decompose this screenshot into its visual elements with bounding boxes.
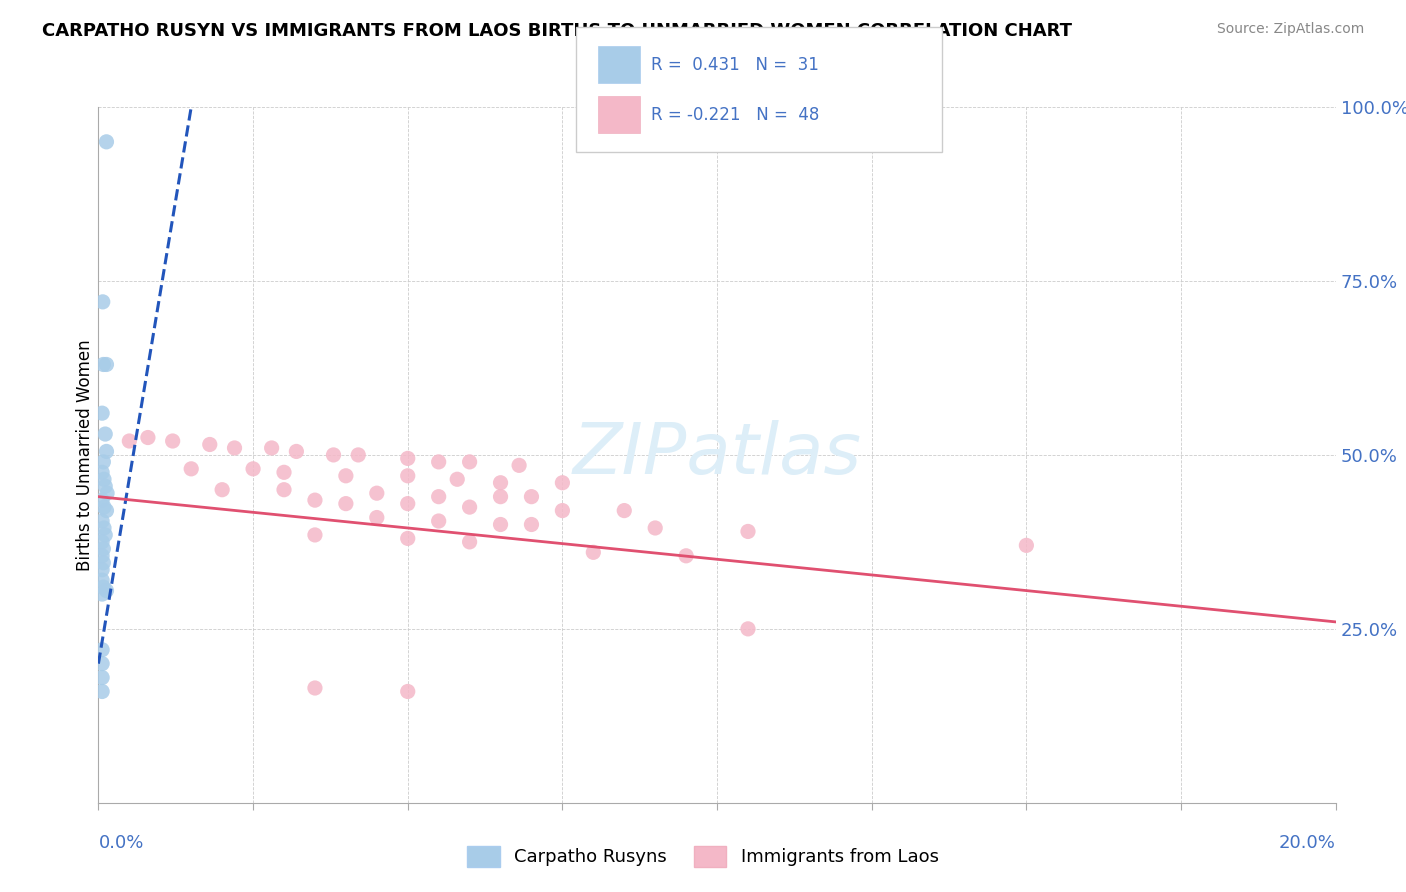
Point [322,448,344,462]
Point [93,541,115,556]
Point [93,500,115,514]
Point [91,642,114,657]
Point [211,483,233,497]
Point [489,475,512,490]
Y-axis label: Births to Unmarried Women: Births to Unmarried Women [76,339,94,571]
Point [427,455,450,469]
Point [91,684,114,698]
Point [489,517,512,532]
Point [91,406,114,420]
Point [520,517,543,532]
Point [224,441,246,455]
Text: Source: ZipAtlas.com: Source: ZipAtlas.com [1216,22,1364,37]
Point [96,486,118,500]
Point [508,458,530,473]
Point [644,521,666,535]
Point [91,573,114,587]
Point [737,622,759,636]
Point [93,556,115,570]
Point [198,437,221,451]
Point [427,490,450,504]
Point [91,657,114,671]
Point [91,549,114,563]
Point [304,493,326,508]
Point [458,534,481,549]
Point [347,448,370,462]
Text: R = -0.221   N =  48: R = -0.221 N = 48 [651,106,820,124]
Point [96,444,118,458]
Point [162,434,184,448]
Point [96,583,118,598]
Point [1015,538,1038,552]
Point [91,534,114,549]
Text: CARPATHO RUSYN VS IMMIGRANTS FROM LAOS BIRTHS TO UNMARRIED WOMEN CORRELATION CHA: CARPATHO RUSYN VS IMMIGRANTS FROM LAOS B… [42,22,1073,40]
Point [675,549,697,563]
Point [180,462,202,476]
Point [613,503,636,517]
Point [366,510,388,524]
Point [96,358,118,372]
Text: 0.0%: 0.0% [98,834,143,852]
Point [582,545,605,559]
Text: R =  0.431   N =  31: R = 0.431 N = 31 [651,56,818,74]
Point [91,587,114,601]
Point [396,468,419,483]
Point [91,466,114,480]
Point [446,472,468,486]
Point [551,475,574,490]
Point [91,294,114,309]
Legend: Carpatho Rusyns, Immigrants from Laos: Carpatho Rusyns, Immigrants from Laos [460,838,946,874]
Point [93,358,115,372]
Point [737,524,759,539]
Point [335,497,357,511]
Point [396,451,419,466]
Point [96,503,118,517]
Point [96,135,118,149]
Point [304,528,326,542]
Point [396,497,419,511]
Text: 20.0%: 20.0% [1279,834,1336,852]
Point [260,441,283,455]
Point [94,479,117,493]
Point [273,466,295,480]
Point [366,486,388,500]
Point [335,468,357,483]
Point [118,434,141,448]
Point [551,503,574,517]
Point [458,455,481,469]
Point [91,563,114,577]
Point [242,462,264,476]
Point [94,427,117,442]
Point [304,681,326,695]
Text: ZIPatlas: ZIPatlas [572,420,862,490]
Point [91,493,114,508]
Point [93,472,115,486]
Point [273,483,295,497]
Point [93,455,115,469]
Point [489,490,512,504]
Point [93,580,115,594]
Point [520,490,543,504]
Point [91,671,114,685]
Point [427,514,450,528]
Point [136,431,159,445]
Point [396,532,419,546]
Point [458,500,481,514]
Point [93,521,115,535]
Point [94,528,117,542]
Point [91,514,114,528]
Point [396,684,419,698]
Point [285,444,308,458]
